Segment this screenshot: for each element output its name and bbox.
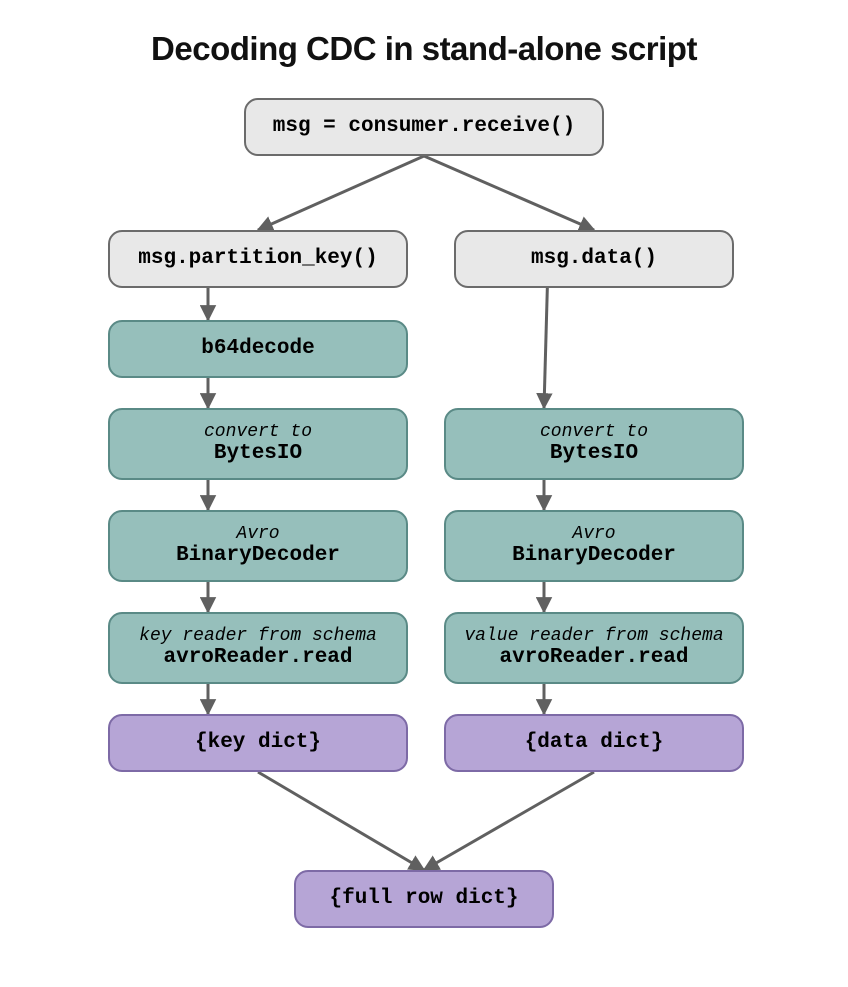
node-n_data: msg.data() [454,230,734,288]
node-n_pk: msg.partition_key() [108,230,408,288]
diagram-canvas: Decoding CDC in stand-alone script msg =… [0,0,848,987]
node-n_by1: convert toBytesIO [108,408,408,480]
node-n_full: {full row dict} [294,870,554,928]
node-n_b64: b64decode [108,320,408,378]
node-main: {full row dict} [329,887,518,911]
node-subtitle: Avro [236,524,279,545]
edge [544,288,547,408]
node-n_recv: msg = consumer.receive() [244,98,604,156]
node-main: avroReader.read [499,646,688,670]
node-main: BinaryDecoder [176,544,340,568]
node-n_rd1: key reader from schemaavroReader.read [108,612,408,684]
node-main: b64decode [201,337,314,361]
node-subtitle: Avro [572,524,615,545]
edge [258,156,424,230]
node-main: avroReader.read [163,646,352,670]
node-main: {data dict} [525,731,664,755]
node-n_bd2: AvroBinaryDecoder [444,510,744,582]
edge [424,156,594,230]
node-subtitle: value reader from schema [464,626,723,647]
edge [258,772,424,870]
node-n_bd1: AvroBinaryDecoder [108,510,408,582]
node-label: msg = consumer.receive() [273,115,575,139]
node-n_val: {data dict} [444,714,744,772]
node-subtitle: convert to [204,422,312,443]
node-subtitle: key reader from schema [139,626,377,647]
node-main: BytesIO [550,442,638,466]
node-subtitle: convert to [540,422,648,443]
node-n_rd2: value reader from schemaavroReader.read [444,612,744,684]
node-main: BytesIO [214,442,302,466]
node-main: {key dict} [195,731,321,755]
node-n_by2: convert toBytesIO [444,408,744,480]
node-label: msg.data() [531,247,657,271]
node-n_key: {key dict} [108,714,408,772]
edge [424,772,594,870]
node-label: msg.partition_key() [138,247,377,271]
node-main: BinaryDecoder [512,544,676,568]
